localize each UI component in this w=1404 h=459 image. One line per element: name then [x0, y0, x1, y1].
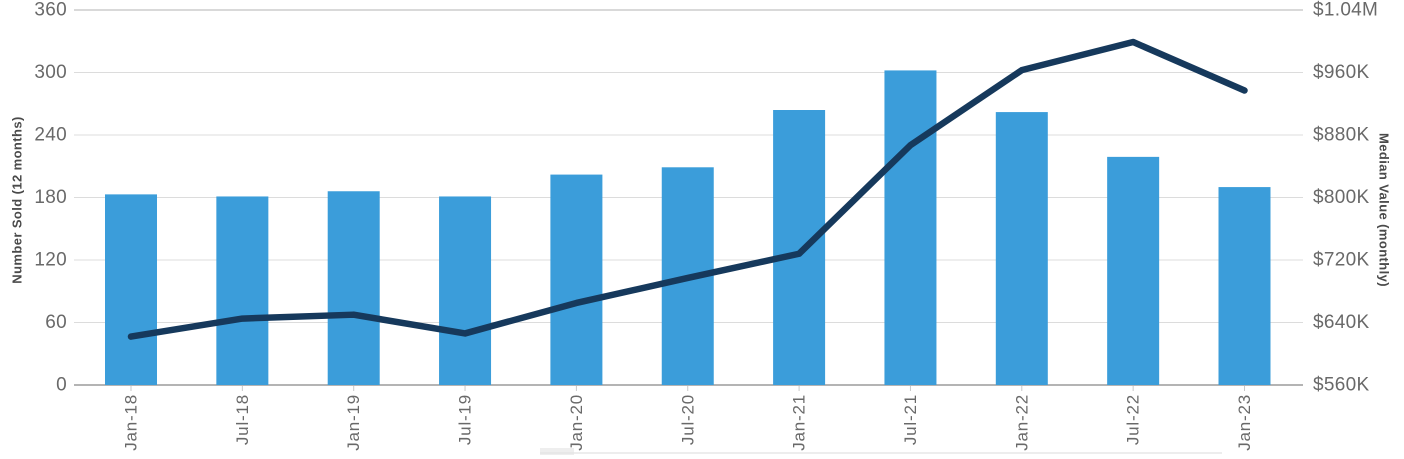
right-axis-tick-label: $640K [1313, 312, 1369, 333]
left-axis-tick-label: 300 [34, 62, 67, 83]
right-axis-tick-label: $800K [1313, 187, 1369, 208]
bar-Jan-22[interactable] [995, 112, 1048, 385]
left-axis-tick-label: 0 [56, 375, 67, 396]
x-axis-tick-label: Jul-21 [901, 394, 920, 445]
right-axis-tick-label: $960K [1313, 62, 1369, 83]
bar-Jan-18[interactable] [105, 194, 157, 385]
right-axis-tick-label: $880K [1313, 125, 1369, 146]
x-axis-tick-label: Jul-20 [678, 394, 697, 445]
bar-Jan-20[interactable] [550, 174, 603, 385]
x-axis-tick-label: Jan-20 [567, 394, 586, 451]
clipped-legend-smudge [540, 448, 574, 455]
right-axis-title: Median Value (monthly) [1376, 133, 1392, 287]
left-axis-tick-label: 60 [45, 312, 67, 333]
bar-Jul-21[interactable] [884, 70, 937, 386]
bar-Jan-21[interactable] [773, 110, 826, 385]
x-axis-tick-label: Jan-21 [790, 394, 809, 451]
left-axis-tick-label: 240 [34, 125, 67, 146]
x-axis-tick-label: Jul-22 [1124, 394, 1143, 445]
left-axis-tick-label: 360 [34, 0, 67, 21]
bar-Jul-19[interactable] [439, 196, 492, 385]
left-axis-tick-label: 120 [34, 250, 67, 271]
bar-Jul-22[interactable] [1107, 156, 1160, 385]
left-axis-tick-label: 180 [34, 187, 67, 208]
left-axis-title: Number Sold (12 months) [9, 116, 25, 284]
clipped-legend-edge [540, 452, 1222, 454]
x-axis-tick-label: Jan-23 [1235, 394, 1254, 451]
bar-Jan-19[interactable] [327, 191, 380, 385]
x-axis-tick-label: Jan-22 [1012, 394, 1031, 451]
right-axis-tick-label: $560K [1313, 375, 1369, 396]
x-axis-tick-label: Jan-18 [122, 394, 141, 451]
x-axis-tick-label: Jul-18 [233, 394, 252, 445]
right-axis-tick-label: $1.04M [1313, 0, 1378, 21]
bar-Jul-18[interactable] [216, 196, 269, 385]
right-axis-tick-label: $720K [1313, 250, 1369, 271]
x-axis-tick-label: Jul-19 [456, 394, 475, 445]
x-axis-tick-label: Jan-19 [344, 394, 363, 451]
bar-Jan-23[interactable] [1218, 187, 1271, 385]
median-value-line[interactable] [127, 38, 1248, 340]
